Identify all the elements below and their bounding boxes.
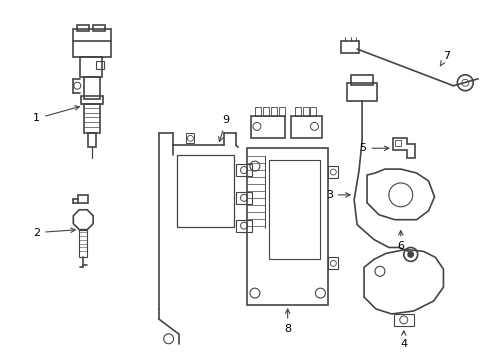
Bar: [236, 220, 251, 231]
Text: 1: 1: [33, 106, 79, 123]
Bar: [327, 166, 338, 178]
Bar: [80, 57, 102, 77]
Bar: [176, 155, 234, 227]
Bar: [302, 107, 308, 117]
Bar: [81, 96, 103, 104]
Text: 6: 6: [396, 231, 404, 252]
Circle shape: [407, 251, 413, 257]
Text: 8: 8: [284, 309, 291, 334]
Bar: [310, 107, 316, 117]
Bar: [96, 61, 104, 69]
Bar: [278, 107, 284, 117]
Bar: [268, 160, 320, 260]
Bar: [294, 107, 300, 117]
Bar: [254, 107, 260, 117]
Text: 5: 5: [359, 143, 388, 153]
Bar: [93, 25, 105, 31]
Bar: [290, 117, 322, 138]
Bar: [270, 107, 276, 117]
Bar: [73, 29, 111, 57]
Bar: [236, 192, 251, 204]
Bar: [79, 230, 87, 257]
Bar: [341, 41, 358, 53]
Text: 3: 3: [325, 190, 349, 200]
Bar: [350, 75, 372, 85]
Bar: [88, 133, 96, 147]
Text: 2: 2: [33, 228, 75, 238]
Text: 7: 7: [439, 51, 449, 66]
Bar: [394, 140, 400, 146]
Bar: [236, 164, 251, 176]
Bar: [78, 195, 88, 203]
Bar: [246, 148, 327, 305]
Bar: [327, 257, 338, 269]
Bar: [77, 25, 89, 31]
Text: 9: 9: [218, 116, 229, 141]
Text: 4: 4: [399, 331, 407, 349]
Bar: [346, 83, 376, 100]
Bar: [393, 314, 413, 326]
Bar: [84, 104, 100, 133]
Bar: [263, 107, 268, 117]
Bar: [186, 133, 194, 143]
Bar: [250, 117, 284, 138]
Bar: [84, 77, 100, 99]
